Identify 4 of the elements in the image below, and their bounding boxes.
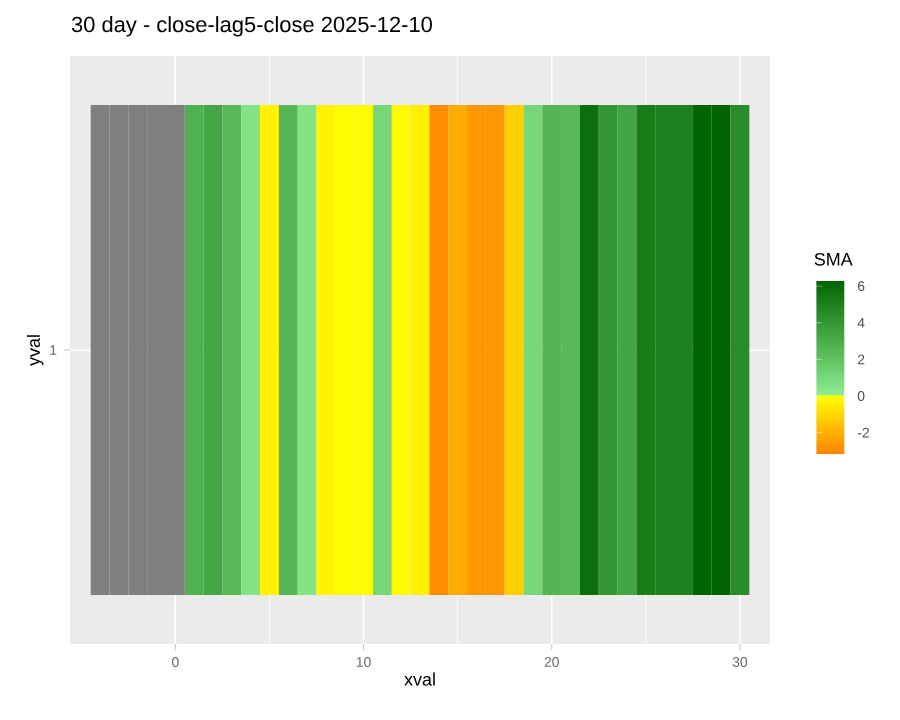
x-axis-title: xval [404, 672, 435, 686]
legend-title: SMA [814, 252, 853, 266]
chart-title: 30 day - close-lag5-close 2025-12-10 [71, 16, 432, 37]
y-axis-title: yval [26, 335, 44, 366]
